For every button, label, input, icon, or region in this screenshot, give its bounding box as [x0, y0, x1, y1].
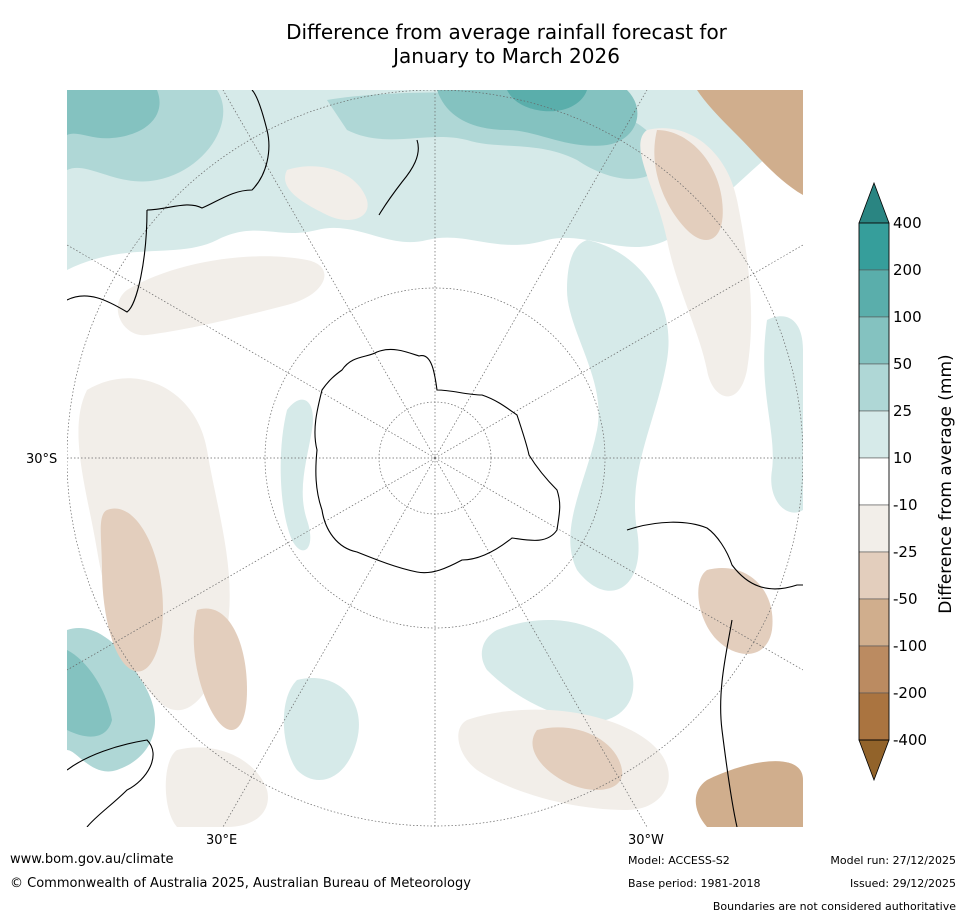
- wet-region-southwest-strong: [67, 650, 112, 737]
- longitude-label-30e: 30°E: [206, 833, 238, 848]
- colorbar-tick-label: -10: [893, 496, 918, 514]
- wet-region-east-arm: [567, 240, 669, 591]
- footer-website: www.bom.gov.au/climate: [10, 852, 174, 867]
- wet-region-north-strong: [437, 90, 638, 146]
- footer-model: Model: ACCESS-S2: [628, 854, 730, 867]
- colorbar-bins: [858, 181, 890, 782]
- dry-region-northeast-core: [654, 130, 723, 240]
- colorbar-tick-label: 200: [893, 261, 922, 279]
- colorbar-tick-label: -400: [893, 731, 928, 749]
- colorbar-bin: [858, 692, 890, 741]
- coastlines: [67, 90, 803, 827]
- new-zealand-coastline: [378, 139, 419, 216]
- colorbar-tick-label: -200: [893, 684, 928, 702]
- dry-region-northeast-corner: [697, 90, 803, 195]
- title-line-1: Difference from average rainfall forecas…: [286, 20, 727, 44]
- colorbar-frame: [858, 222, 890, 741]
- map-svg: [67, 90, 803, 827]
- dry-region-southeast-core: [532, 727, 623, 790]
- wet-region-northwest-strong: [67, 90, 160, 139]
- dry-anomaly-regions: [78, 90, 803, 827]
- meridian-line: [67, 457, 436, 671]
- footer-issued: Issued: 29/12/2025: [849, 877, 956, 890]
- meridian-line: [222, 90, 436, 459]
- colorbar-bin: [858, 457, 890, 506]
- footer-base-period: Base period: 1981-2018: [628, 877, 761, 890]
- colorbar-bin: [858, 551, 890, 600]
- colorbar-bin: [858, 598, 890, 647]
- colorbar-tick-label: -25: [893, 543, 918, 561]
- colorbar-bin: [858, 316, 890, 365]
- meridian-line: [434, 90, 648, 459]
- colorbar-tick-label: 400: [893, 214, 922, 232]
- colorbar-bin: [858, 363, 890, 412]
- meridian-line: [222, 457, 436, 827]
- colorbar-bin: [858, 222, 890, 271]
- meridian-line: [434, 244, 803, 459]
- colorbar-tick-label: 100: [893, 308, 922, 326]
- colorbar-tick-label: 50: [893, 355, 913, 373]
- colorbar-tick-label: 10: [893, 449, 913, 467]
- rainfall-map: [67, 90, 803, 827]
- wet-anomaly-regions: [67, 90, 803, 780]
- wet-region-north-peak: [507, 90, 587, 112]
- footer-copyright: © Commonwealth of Australia 2025, Austra…: [10, 876, 471, 891]
- colorbar-tick-label: -50: [893, 590, 918, 608]
- wet-region-south-central: [283, 678, 359, 780]
- wet-region-east-edge: [764, 316, 803, 513]
- colorbar-bin: [858, 410, 890, 459]
- colorbar-arrow-top: [858, 181, 890, 224]
- africa-coastline: [67, 739, 154, 827]
- colorbar-bin: [858, 645, 890, 694]
- meridian-line: [434, 457, 648, 827]
- wet-region-antarctic-ring: [280, 399, 313, 551]
- dry-region-southwest: [193, 608, 247, 730]
- footer-model-run: Model run: 27/12/2025: [830, 854, 956, 867]
- dry-region-new-zealand: [285, 166, 368, 220]
- latitude-label-30s: 30°S: [26, 452, 58, 467]
- meridian-line: [434, 457, 803, 671]
- colorbar: [858, 181, 890, 782]
- colorbar-bin: [858, 269, 890, 318]
- colorbar-bin: [858, 504, 890, 553]
- meridian-line: [67, 244, 436, 459]
- longitude-label-30w: 30°W: [628, 833, 664, 848]
- polar-grid: [67, 90, 803, 827]
- colorbar-arrow-bottom: [858, 739, 890, 782]
- dry-region-south-mid: [165, 747, 268, 827]
- dry-region-east-mid: [698, 568, 773, 654]
- chart-title: Difference from average rainfall forecas…: [200, 20, 813, 68]
- south-america-coastline: [626, 521, 803, 827]
- colorbar-title: Difference from average (mm): [936, 354, 956, 614]
- colorbar-tick-label: -100: [893, 637, 928, 655]
- footer-disclaimer: Boundaries are not considered authoritat…: [712, 900, 956, 913]
- australia-coastline: [67, 90, 270, 313]
- colorbar-tick-label: 25: [893, 402, 913, 420]
- dry-region-northwest-band: [117, 256, 325, 336]
- latitude-circle-middle: [264, 287, 606, 629]
- title-line-2: January to March 2026: [393, 44, 620, 68]
- dry-region-southeast-corner: [695, 761, 803, 827]
- dry-region-west-core: [100, 508, 163, 672]
- antarctica-coastline: [314, 348, 561, 574]
